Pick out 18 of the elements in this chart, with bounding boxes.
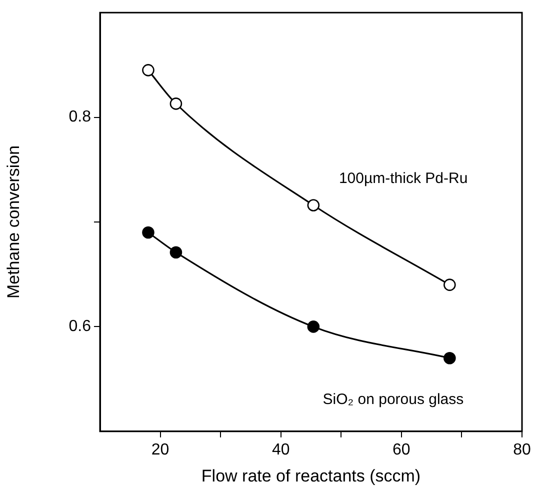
y-axis-title: Methane conversion bbox=[4, 145, 23, 299]
point bbox=[142, 64, 154, 76]
x-axis-title: Flow rate of reactants (sccm) bbox=[201, 466, 421, 486]
point bbox=[444, 278, 456, 291]
x-tick-label: 20 bbox=[151, 441, 170, 458]
text: SiO₂ on porous glass bbox=[322, 391, 464, 408]
series-label: 100µm-thick Pd-Ru bbox=[338, 170, 468, 188]
point bbox=[142, 226, 154, 239]
y-tick-label: 0.8 bbox=[68, 108, 92, 126]
y-tick-label: 0.6 bbox=[68, 318, 92, 336]
point bbox=[307, 320, 320, 333]
x-tick-label: 80 bbox=[513, 441, 531, 458]
point bbox=[170, 98, 182, 110]
point bbox=[307, 199, 320, 212]
point bbox=[170, 246, 182, 259]
x-tick-label: 60 bbox=[392, 441, 410, 458]
x-tick-label: 40 bbox=[272, 441, 290, 458]
point bbox=[444, 352, 456, 364]
